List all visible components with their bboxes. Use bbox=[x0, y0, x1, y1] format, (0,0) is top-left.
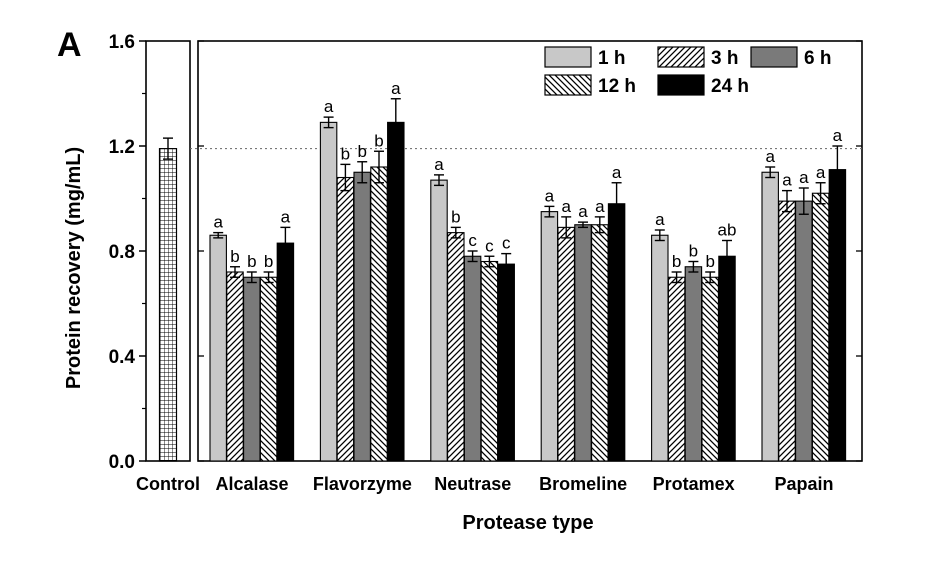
bar-bromeline-1h bbox=[540, 211, 559, 462]
significance-letter: a bbox=[655, 210, 665, 229]
legend-label-1h: 1 h bbox=[598, 48, 625, 69]
y-tick-label: 1.2 bbox=[109, 137, 135, 158]
bar-papain-12h bbox=[811, 192, 830, 462]
x-tick-label-alcalase: Alcalase bbox=[215, 474, 288, 494]
significance-letter: b bbox=[247, 252, 256, 271]
significance-letter: a bbox=[434, 155, 444, 174]
x-tick-label-bromeline: Bromeline bbox=[539, 474, 627, 494]
y-tick-label: 0.8 bbox=[109, 242, 135, 263]
significance-letter: c bbox=[485, 236, 494, 255]
x-tick-label-flavorzyme: Flavorzyme bbox=[313, 474, 412, 494]
bar-group-alcalase: ab b ba bbox=[209, 207, 295, 462]
significance-letter: a bbox=[595, 197, 605, 216]
bar-protamex-1h bbox=[651, 234, 669, 462]
bar-protamex-3h bbox=[667, 276, 686, 462]
bar-flavorzyme-1h bbox=[319, 121, 338, 462]
bar-group-neutrase: abc c c bbox=[430, 155, 515, 462]
bar-alcalase-1h bbox=[209, 234, 227, 462]
bar-papain-6h bbox=[795, 200, 813, 462]
significance-letter: a bbox=[799, 168, 809, 187]
significance-letter: ab bbox=[718, 221, 737, 240]
x-tick-label-control: Control bbox=[136, 474, 200, 494]
legend-swatch-1h bbox=[544, 46, 592, 68]
panel-label: A bbox=[57, 26, 82, 64]
bar-protamex-6h bbox=[684, 266, 703, 462]
bar-papain-3h bbox=[778, 200, 796, 462]
bar-group-flavorzyme: ab bba bbox=[319, 79, 405, 462]
significance-letter: a bbox=[213, 213, 223, 232]
significance-letter: a bbox=[324, 97, 334, 116]
legend-swatch-3h bbox=[657, 46, 705, 68]
significance-letter: b bbox=[451, 207, 460, 226]
bar-alcalase-24h bbox=[276, 242, 295, 462]
significance-letter: a bbox=[612, 163, 622, 182]
legend: 1 h 3 h 6 h 12 h 24 h bbox=[544, 46, 831, 97]
y-tick-label: 1.6 bbox=[109, 32, 135, 53]
significance-letter: a bbox=[391, 79, 401, 98]
significance-letter: a bbox=[281, 207, 291, 226]
significance-letter: b bbox=[357, 142, 366, 161]
bar-neutrase-1h bbox=[430, 179, 448, 462]
legend-label-6h: 6 h bbox=[804, 48, 831, 69]
significance-letter: b bbox=[374, 131, 383, 150]
y-axis: 0.0 0.4 0.8 1.2 1.6 bbox=[109, 32, 862, 473]
significance-letter: b bbox=[705, 252, 714, 271]
y-axis-title: Protein recovery (mg/mL) bbox=[63, 147, 85, 389]
bar-neutrase-6h bbox=[463, 255, 482, 462]
significance-letter: b bbox=[672, 252, 681, 271]
bar-bromeline-12h bbox=[591, 224, 609, 462]
x-tick-label-protamex: Protamex bbox=[653, 474, 735, 494]
bar-bromeline-24h bbox=[607, 203, 626, 462]
bar-flavorzyme-24h bbox=[387, 121, 405, 462]
significance-letter: b bbox=[264, 252, 273, 271]
bar-papain-1h bbox=[761, 171, 779, 462]
significance-letter: a bbox=[765, 147, 775, 166]
significance-letter: a bbox=[545, 186, 555, 205]
significance-letter: a bbox=[816, 163, 826, 182]
bar-protamex-24h bbox=[718, 255, 736, 462]
significance-letter: b bbox=[230, 247, 239, 266]
significance-letter: a bbox=[561, 197, 571, 216]
bar-flavorzyme-6h bbox=[353, 171, 371, 462]
significance-letter: c bbox=[468, 231, 477, 250]
bar-group-papain: aa a aa bbox=[761, 126, 847, 462]
bar-control bbox=[158, 148, 178, 462]
y-tick-label: 0.4 bbox=[109, 347, 136, 368]
control-group: Control bbox=[136, 137, 200, 494]
legend-label-12h: 12 h bbox=[598, 76, 636, 97]
bar-flavorzyme-12h bbox=[370, 166, 388, 462]
legend-label-24h: 24 h bbox=[711, 76, 749, 97]
significance-letter: a bbox=[578, 202, 588, 221]
legend-swatch-12h bbox=[544, 74, 592, 96]
bar-alcalase-12h bbox=[259, 276, 278, 462]
significance-letter: a bbox=[782, 171, 792, 190]
significance-letter: b bbox=[341, 144, 350, 163]
bar-group-bromeline: aa a aa bbox=[540, 163, 626, 462]
legend-swatch-24h bbox=[657, 74, 705, 96]
legend-label-3h: 3 h bbox=[711, 48, 738, 69]
bar-papain-24h bbox=[828, 169, 847, 462]
significance-letter: b bbox=[689, 242, 698, 261]
y-tick-label: 0.0 bbox=[109, 452, 135, 473]
bar-neutrase-3h bbox=[447, 232, 465, 462]
bar-alcalase-3h bbox=[226, 271, 244, 462]
bar-neutrase-12h bbox=[480, 260, 499, 462]
significance-letter: c bbox=[502, 234, 511, 253]
significance-letter: a bbox=[833, 126, 843, 145]
x-axis-labels: Alcalase Flavorzyme Neutrase Bromeline Prota… bbox=[215, 474, 833, 494]
bar-neutrase-24h bbox=[497, 263, 515, 462]
legend-swatch-6h bbox=[750, 46, 798, 68]
bar-alcalase-6h bbox=[243, 276, 261, 462]
bar-bromeline-3h bbox=[557, 226, 575, 462]
x-tick-label-neutrase: Neutrase bbox=[434, 474, 511, 494]
x-axis-title: Protease type bbox=[462, 512, 593, 534]
bar-bromeline-6h bbox=[574, 224, 592, 462]
bar-protamex-12h bbox=[701, 276, 719, 462]
x-tick-label-papain: Papain bbox=[774, 474, 833, 494]
bar-flavorzyme-3h bbox=[336, 176, 355, 462]
